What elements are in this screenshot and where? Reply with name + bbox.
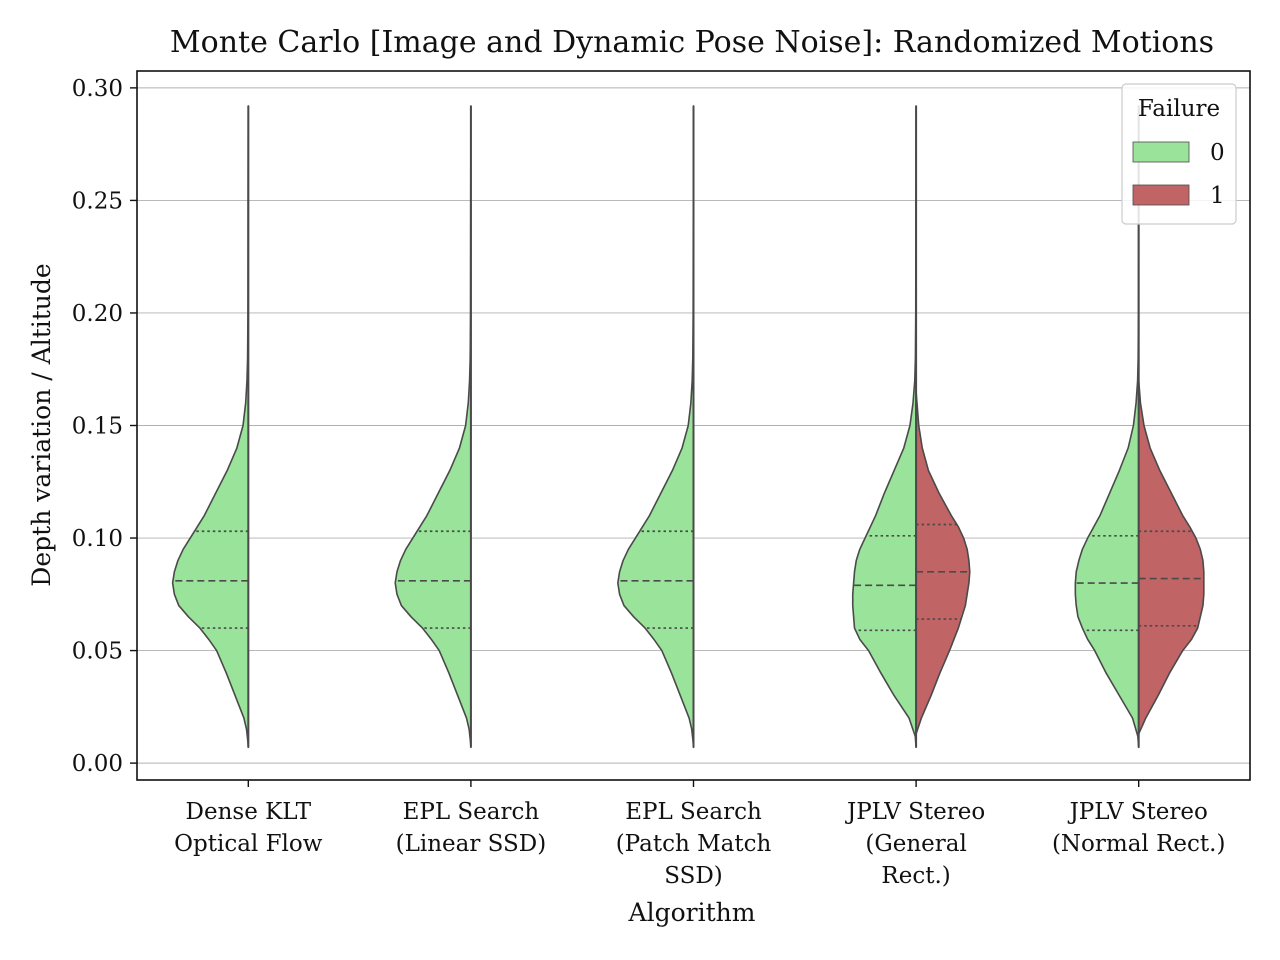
x-tick-label-line: (Normal Rect.): [1052, 831, 1225, 857]
x-axis-title: Algorithm: [628, 898, 756, 927]
x-tick-label: JPLV Stereo (General Rect.): [845, 799, 985, 889]
y-tick-label: 0.15: [72, 414, 123, 440]
x-tick-label-line: (General: [865, 831, 966, 857]
violin-half-left: [171, 105, 250, 749]
y-tick-label: 0.05: [72, 639, 123, 665]
y-tick-label: 0.25: [72, 188, 123, 214]
legend-title: Failure: [1138, 96, 1220, 122]
x-tick-label-line: (Patch Match: [616, 831, 772, 857]
violin-half-left: [851, 105, 917, 749]
legend-swatch-1: [1132, 184, 1190, 206]
x-tick-label: EPL Search (Patch Match SSD): [616, 799, 772, 889]
x-tick-label: JPLV Stereo (Normal Rect.): [1052, 799, 1225, 857]
x-tick-label-line: EPL Search: [403, 799, 540, 825]
x-tick-label-line: Optical Flow: [174, 831, 323, 857]
y-tick-label: 0.30: [72, 76, 123, 102]
legend: Failure 0 1: [1121, 83, 1237, 225]
violin-half-left: [617, 105, 695, 749]
x-tick-label: EPL Search (Linear SSD): [396, 799, 547, 857]
violin-half-left: [394, 105, 472, 749]
y-tick-label: 0.10: [72, 526, 123, 552]
legend-label-0: 0: [1210, 140, 1225, 166]
x-tick-label-line: JPLV Stereo: [1068, 799, 1208, 825]
y-tick-label: 0.00: [72, 751, 123, 777]
x-axis: Dense KLT Optical Flow EPL Search (Linear S…: [174, 780, 1225, 889]
chart-title: Monte Carlo [Image and Dynamic Pose Nois…: [170, 25, 1214, 60]
legend-label-1: 1: [1210, 183, 1225, 209]
y-axis-title: Depth variation / Altitude: [27, 263, 56, 586]
violin-half-right: [1137, 379, 1205, 735]
x-tick-label-line: Dense KLT: [186, 799, 312, 825]
x-tick-label: Dense KLT Optical Flow: [174, 799, 323, 857]
x-tick-label-line: (Linear SSD): [396, 831, 547, 857]
x-tick-label-line: Rect.): [881, 863, 950, 889]
violin-group: [171, 105, 1205, 749]
y-axis: 0.00 0.05 0.10 0.15 0.20 0.25 0.30: [72, 76, 137, 777]
legend-swatch-0: [1132, 141, 1190, 163]
violin-half-right: [915, 390, 971, 735]
x-tick-label-line: SSD): [664, 863, 723, 889]
y-tick-label: 0.20: [72, 301, 123, 327]
x-tick-label-line: JPLV Stereo: [845, 799, 985, 825]
x-tick-label-line: EPL Search: [625, 799, 762, 825]
